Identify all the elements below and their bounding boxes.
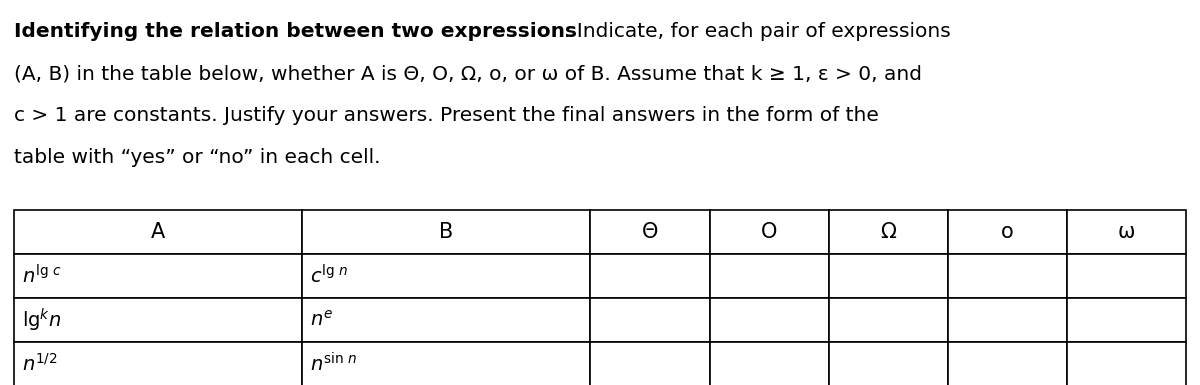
Bar: [1067, 342, 1186, 385]
Bar: [829, 298, 948, 342]
Bar: [590, 298, 709, 342]
Bar: [1067, 210, 1186, 254]
Bar: [14, 210, 302, 254]
Bar: [590, 254, 709, 298]
Text: (A, B) in the table below, whether A is Θ, O, Ω, o, or ω of B. Assume that k ≥ 1: (A, B) in the table below, whether A is …: [14, 64, 922, 83]
Text: O: O: [761, 222, 778, 242]
Bar: [829, 342, 948, 385]
Bar: [14, 342, 302, 385]
Bar: [302, 298, 590, 342]
Bar: [709, 254, 829, 298]
Bar: [709, 298, 829, 342]
Text: $n^{\mathregular{lg}\ c}$: $n^{\mathregular{lg}\ c}$: [22, 264, 61, 288]
Bar: [590, 342, 709, 385]
Text: Identifying the relation between two expressions: Identifying the relation between two exp…: [14, 22, 577, 41]
Text: o: o: [1001, 222, 1014, 242]
Bar: [302, 254, 590, 298]
Text: $\mathregular{lg}^k n$: $\mathregular{lg}^k n$: [22, 306, 61, 333]
Bar: [14, 298, 302, 342]
Text: B: B: [439, 222, 454, 242]
Bar: [709, 210, 829, 254]
Text: ω: ω: [1117, 222, 1135, 242]
Bar: [948, 342, 1067, 385]
Text: c > 1 are constants. Justify your answers. Present the final answers in the form: c > 1 are constants. Justify your answer…: [14, 106, 878, 125]
Bar: [1067, 254, 1186, 298]
Bar: [948, 210, 1067, 254]
Text: table with “yes” or “no” in each cell.: table with “yes” or “no” in each cell.: [14, 148, 380, 167]
Text: $n^e$: $n^e$: [310, 310, 334, 330]
Text: $n^{1/2}$: $n^{1/2}$: [22, 353, 58, 375]
Bar: [302, 210, 590, 254]
Bar: [948, 298, 1067, 342]
Bar: [302, 342, 590, 385]
Text: $n^{\mathregular{sin}\ n}$: $n^{\mathregular{sin}\ n}$: [310, 352, 358, 376]
Text: $c^{\mathregular{lg}\ n}$: $c^{\mathregular{lg}\ n}$: [310, 264, 348, 288]
Bar: [948, 254, 1067, 298]
Bar: [14, 254, 302, 298]
Bar: [590, 210, 709, 254]
Bar: [709, 342, 829, 385]
Text: A: A: [151, 222, 166, 242]
Text: Ω: Ω: [881, 222, 896, 242]
Bar: [1067, 298, 1186, 342]
Bar: [829, 210, 948, 254]
Bar: [829, 254, 948, 298]
Text: Θ: Θ: [642, 222, 658, 242]
Text: . Indicate, for each pair of expressions: . Indicate, for each pair of expressions: [564, 22, 950, 41]
